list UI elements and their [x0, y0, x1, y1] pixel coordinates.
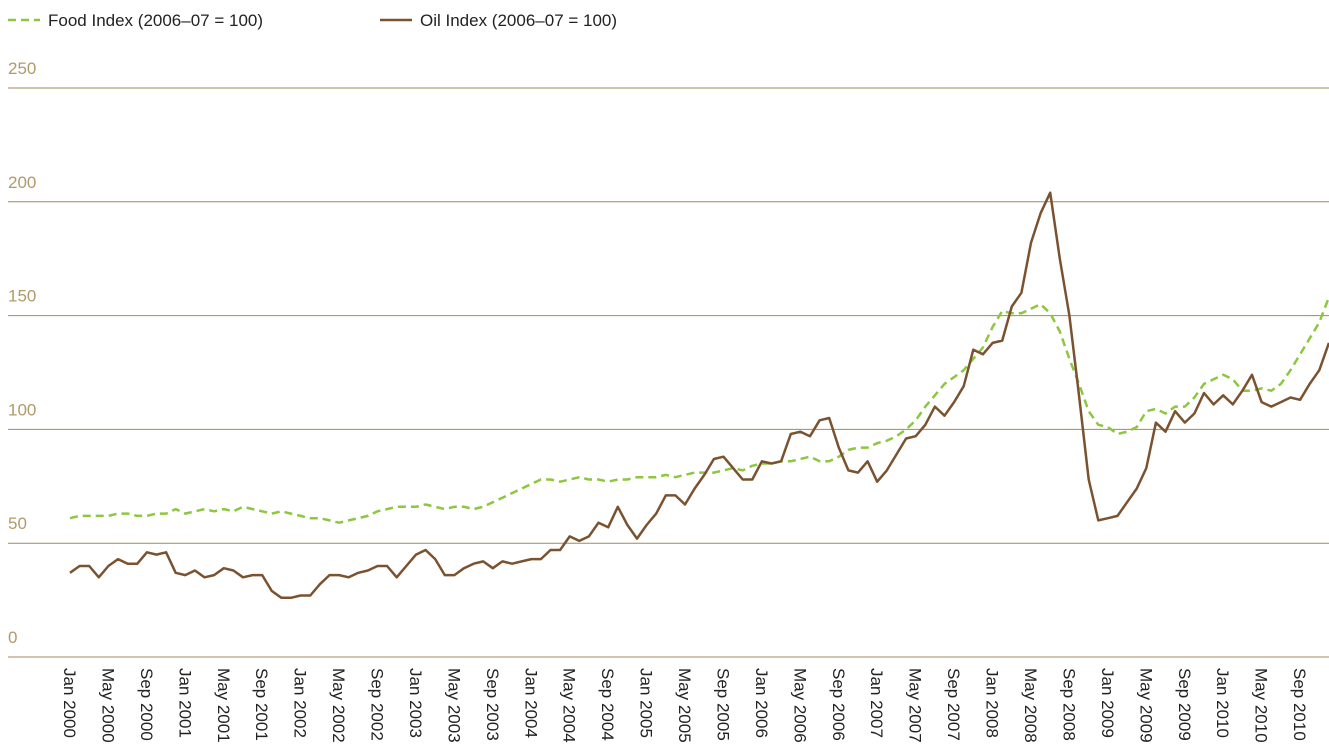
- x-tick-label: Jan 2004: [521, 668, 540, 738]
- x-tick-label: May 2002: [329, 668, 348, 743]
- x-tick-label: Sep 2001: [252, 668, 271, 741]
- x-tick-label: Jan 2008: [983, 668, 1002, 738]
- x-tick-label: Jan 2005: [637, 668, 656, 738]
- x-tick-label: May 2003: [444, 668, 463, 743]
- x-tick-label: May 2005: [675, 668, 694, 743]
- x-tick-label: Sep 2005: [713, 668, 732, 741]
- y-tick-label: 0: [8, 628, 17, 647]
- x-tick-label: Sep 2006: [829, 668, 848, 741]
- y-tick-label: 250: [8, 59, 36, 78]
- x-tick-label: Jan 2007: [867, 668, 886, 738]
- x-tick-label: May 2001: [214, 668, 233, 743]
- x-tick-label: Sep 2004: [598, 668, 617, 741]
- y-tick-label: 50: [8, 514, 27, 533]
- y-tick-label: 100: [8, 400, 36, 419]
- x-tick-label: Sep 2009: [1175, 668, 1194, 741]
- x-tick-label: Jan 2010: [1213, 668, 1232, 738]
- x-tick-label: Sep 2010: [1290, 668, 1309, 741]
- x-tick-label: May 2007: [906, 668, 925, 743]
- x-tick-label: Jan 2000: [60, 668, 79, 738]
- x-tick-label: May 2006: [790, 668, 809, 743]
- x-tick-label: Jan 2009: [1098, 668, 1117, 738]
- x-tick-label: May 2009: [1136, 668, 1155, 743]
- x-tick-label: May 2010: [1252, 668, 1271, 743]
- x-tick-label: May 2008: [1021, 668, 1040, 743]
- x-tick-label: May 2004: [560, 668, 579, 743]
- y-tick-label: 150: [8, 287, 36, 306]
- x-tick-label: Jan 2003: [406, 668, 425, 738]
- x-tick-label: Sep 2003: [483, 668, 502, 741]
- x-tick-label: May 2000: [98, 668, 117, 743]
- x-tick-label: Sep 2000: [137, 668, 156, 741]
- series-line: [69, 296, 1329, 524]
- x-tick-label: Sep 2002: [368, 668, 387, 741]
- series-line: [69, 191, 1329, 600]
- x-tick-label: Jan 2002: [291, 668, 310, 738]
- y-tick-label: 200: [8, 173, 36, 192]
- x-tick-label: Jan 2006: [752, 668, 771, 738]
- x-tick-label: Sep 2007: [944, 668, 963, 741]
- x-tick-label: Sep 2008: [1059, 668, 1078, 741]
- legend-label: Food Index (2006–07 = 100): [48, 11, 263, 30]
- legend-label: Oil Index (2006–07 = 100): [420, 11, 617, 30]
- x-tick-label: Jan 2001: [175, 668, 194, 738]
